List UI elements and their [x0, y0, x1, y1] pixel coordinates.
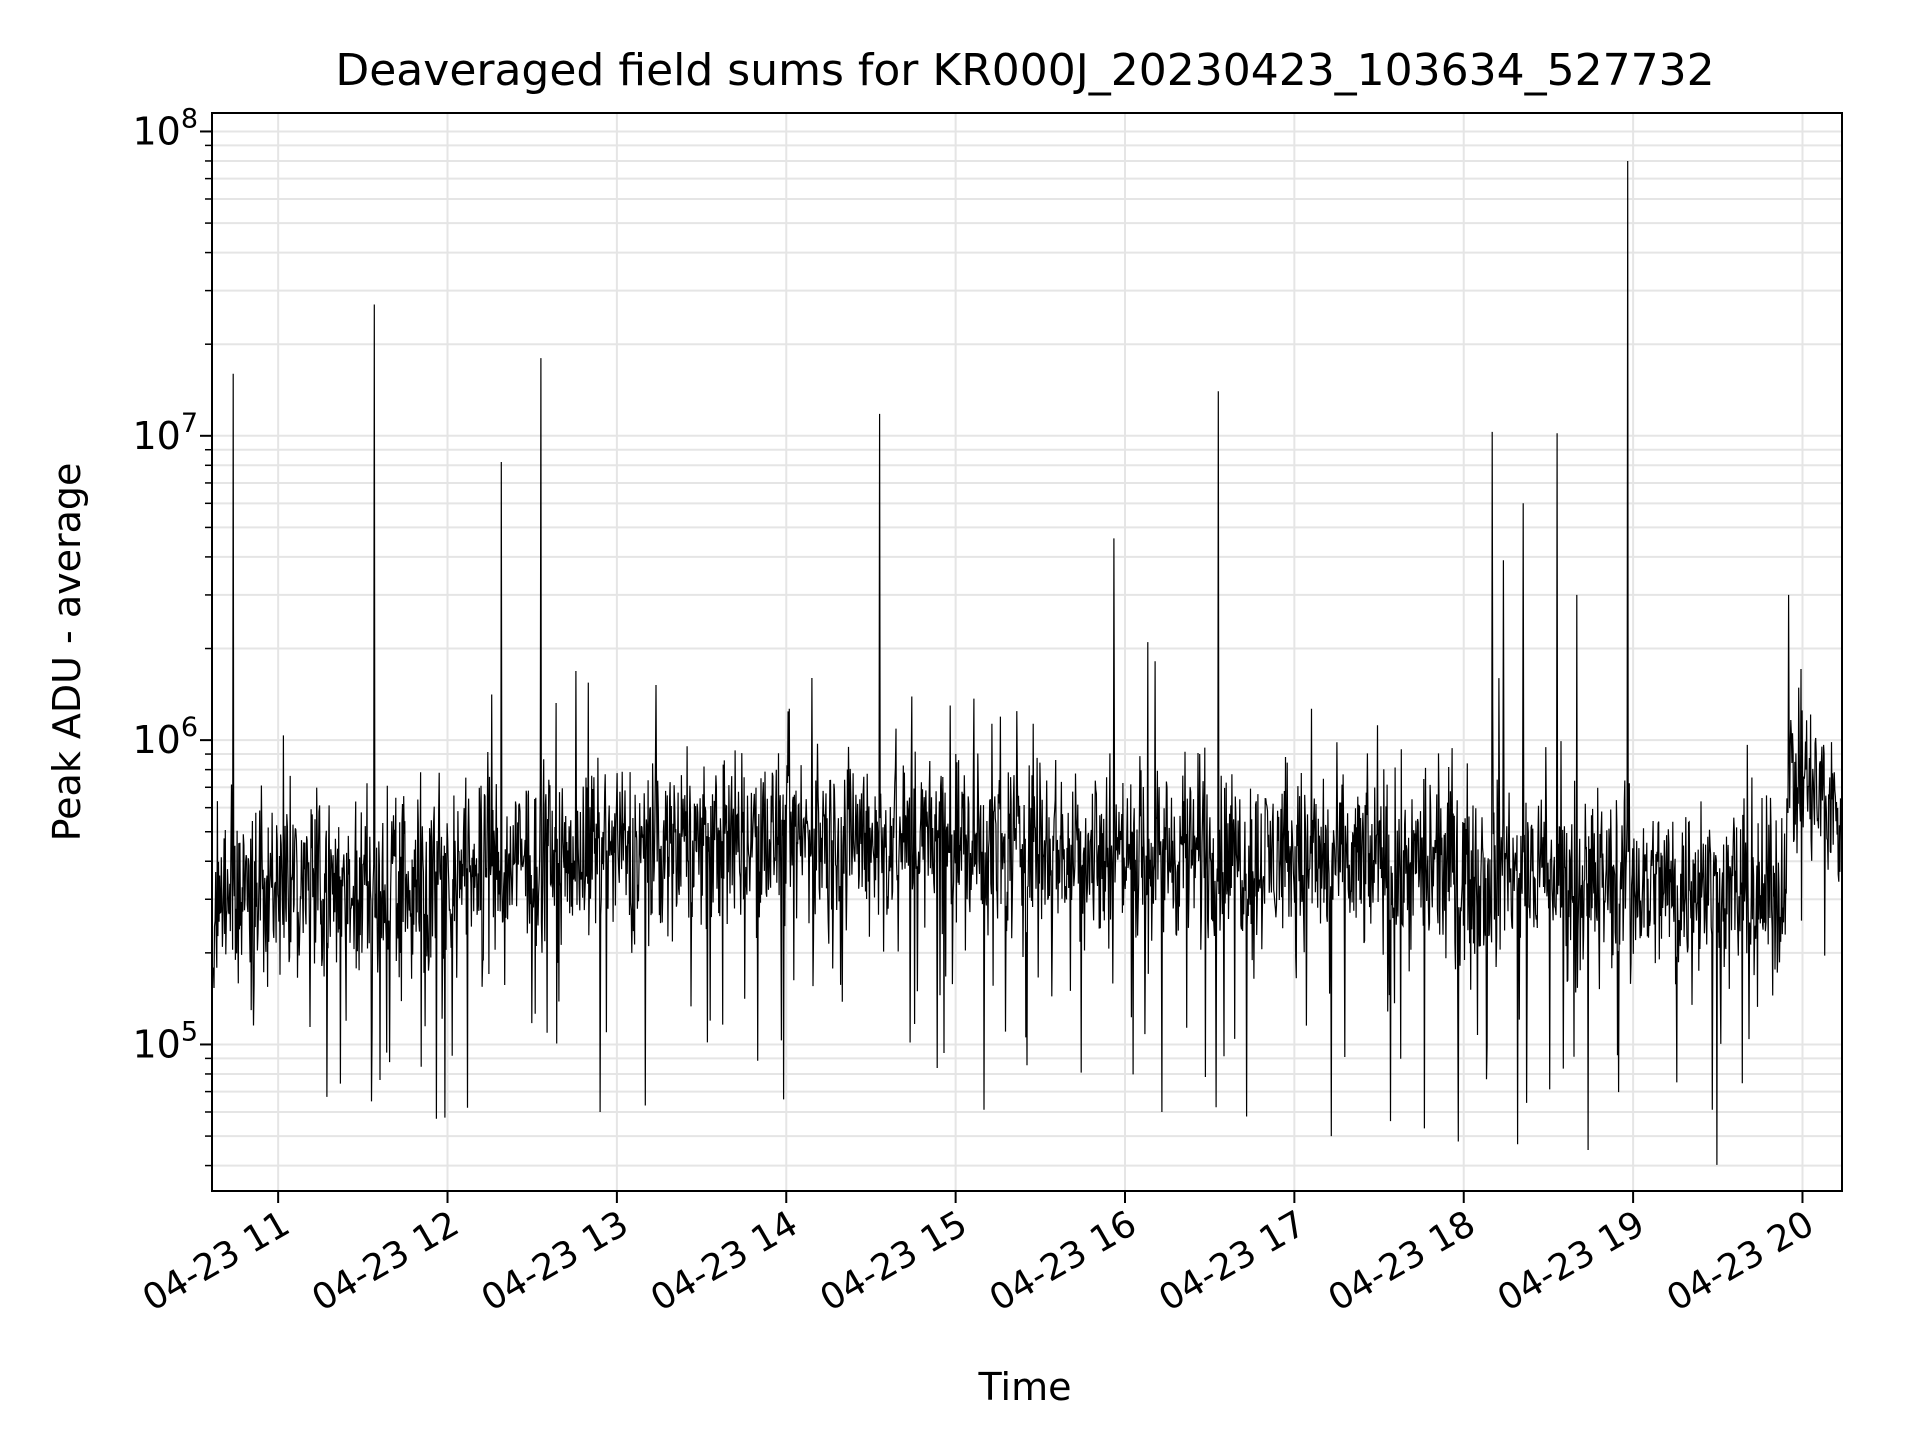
y-tick-label: 107 — [132, 408, 198, 458]
y-tick-label: 105 — [132, 1016, 198, 1066]
series-group — [212, 160, 1843, 1165]
y-axis: 105 106 107 108 — [132, 103, 212, 1167]
series-line — [212, 160, 1843, 1165]
x-axis-label: Time — [978, 1365, 1072, 1409]
plot-frame — [211, 112, 1843, 1192]
y-tick-label: 106 — [132, 712, 198, 762]
y-axis-label: Peak ADU - average — [45, 463, 89, 842]
y-tick-label: 108 — [132, 103, 198, 153]
chart-title: Deaveraged field sums for KR000J_2023042… — [335, 45, 1714, 96]
